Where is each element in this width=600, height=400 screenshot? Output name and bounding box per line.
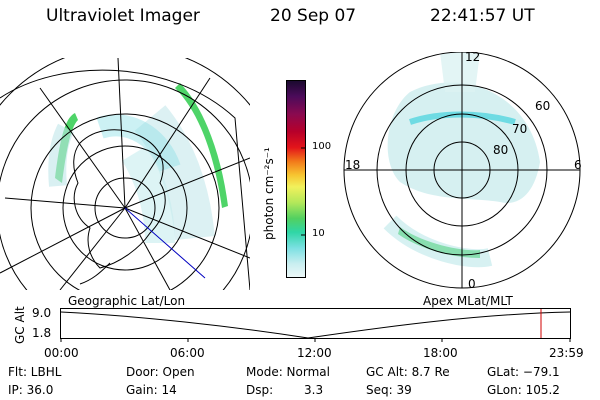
instrument-title: Ultraviolet Imager: [46, 6, 200, 26]
timeline-xtick-2359: 23:59: [549, 346, 584, 360]
mode-label: Mode: Normal: [246, 365, 330, 379]
dsp-value: 3.3: [304, 383, 324, 397]
colorbar: [286, 80, 306, 278]
glon-label: GLon: 105.2: [487, 383, 560, 397]
colorbar-unit-label: photon cm⁻²s⁻¹: [262, 147, 276, 240]
time-label: 22:41:57 UT: [430, 6, 535, 26]
timeline-ytick-top: 9.0: [32, 306, 52, 320]
timeline-xtick-0000: 00:00: [44, 346, 79, 360]
geographic-caption: Geographic Lat/Lon: [68, 294, 186, 308]
colorbar-tick-10: 10: [312, 228, 325, 239]
geographic-map: [0, 58, 250, 290]
filter-label: Flt: LBHL: [8, 365, 62, 379]
colorbar-tick-100: 100: [312, 141, 332, 152]
gain-label: Gain: 14: [126, 383, 177, 397]
door-label: Door: Open: [126, 365, 195, 379]
timeline-ylabel: GC Alt: [13, 306, 27, 344]
mlt-label-6: 6: [574, 158, 582, 172]
seq-label: Seq: 39: [366, 383, 412, 397]
mlat-mlt-polar-map: [343, 52, 581, 289]
timeline-xtick-0600: 06:00: [170, 346, 205, 360]
mlat-label-70: 70: [512, 122, 528, 136]
mlat-label-60: 60: [535, 99, 551, 113]
glat-label: GLat: −79.1: [487, 365, 560, 379]
mlt-label-18: 18: [345, 158, 361, 172]
date-label: 20 Sep 07: [270, 6, 357, 26]
dsp-label: Dsp:: [246, 383, 274, 397]
timeline-xtick-1200: 12:00: [297, 346, 332, 360]
mlat-label-80: 80: [493, 143, 509, 157]
timeline-xtick-1800: 18:00: [423, 346, 458, 360]
gc-alt-label: GC Alt: 8.7 Re: [366, 365, 450, 379]
timeline-ytick-bottom: 1.8: [32, 326, 52, 340]
altitude-timeline: [60, 308, 571, 342]
mlt-label-12: 12: [465, 50, 481, 64]
apex-caption: Apex MLat/MLT: [423, 294, 513, 308]
ip-label: IP: 36.0: [8, 383, 54, 397]
mlt-label-0: 0: [468, 277, 476, 291]
